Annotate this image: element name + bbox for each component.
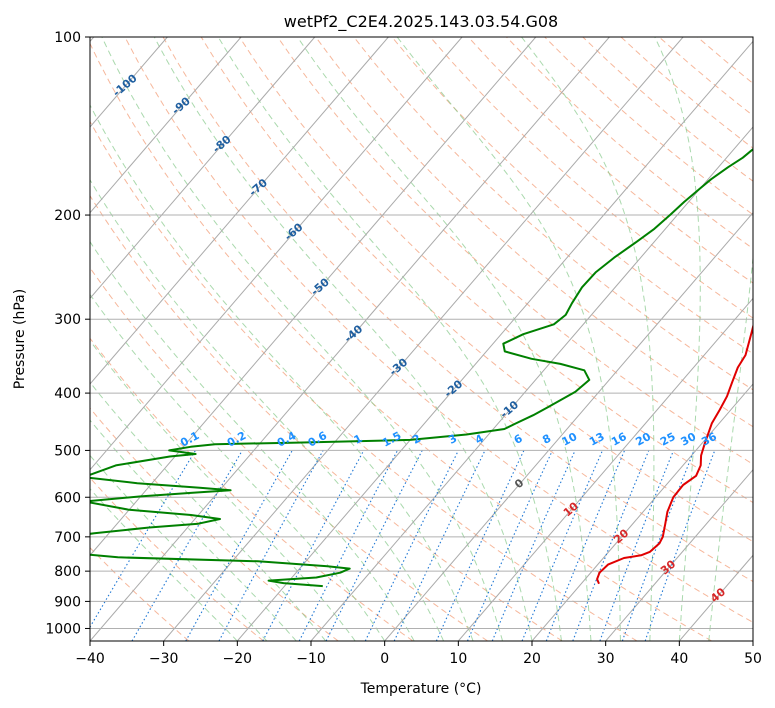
moist-adiabat — [90, 340, 356, 641]
y-tick-label: 200 — [54, 208, 81, 224]
mixing-ratio-label: 30 — [679, 430, 699, 449]
y-tick-label: 500 — [54, 443, 81, 459]
dry-adiabat — [315, 37, 753, 428]
moist-adiabat — [708, 253, 753, 641]
y-tick-label: 800 — [54, 564, 81, 580]
isotherm — [90, 37, 389, 385]
dry-adiabat — [90, 266, 488, 641]
x-tick-label: 50 — [744, 651, 762, 667]
dry-adiabat — [124, 37, 753, 623]
moist-adiabat — [296, 37, 592, 641]
moist-adiabat — [90, 454, 268, 641]
mixing-ratio-label: 25 — [658, 430, 678, 449]
moist-adiabat — [90, 178, 445, 641]
dry-adiabat — [391, 37, 753, 355]
isotherm — [457, 297, 753, 641]
y-tick-label: 600 — [54, 490, 81, 506]
isotherm — [384, 211, 753, 641]
isotherm — [90, 37, 463, 471]
moist-adiabat — [217, 37, 562, 641]
isotherm — [90, 37, 316, 300]
dry-adiabat — [200, 37, 753, 543]
mixing-ratio-line — [644, 450, 716, 641]
x-tick-label: −30 — [149, 651, 179, 667]
mixing-ratio-line — [599, 450, 675, 641]
isotherm — [90, 37, 610, 641]
dry-adiabat — [90, 477, 264, 641]
mixing-ratio-line — [185, 450, 293, 641]
mixing-ratio-line — [521, 450, 604, 641]
isotherm — [531, 383, 753, 641]
plot-frame — [89, 36, 754, 642]
mixing-ratio-line — [325, 450, 423, 641]
y-tick-label: 900 — [54, 594, 81, 610]
dry-adiabat — [353, 37, 753, 391]
y-tick-label: 700 — [54, 530, 81, 546]
isotherm — [163, 37, 684, 641]
isotherm — [90, 37, 242, 214]
mixing-ratio-line — [545, 450, 626, 641]
mixing-ratio-label: 16 — [609, 430, 629, 449]
dewpoint-profile — [90, 147, 753, 588]
moist-adiabat — [101, 37, 503, 641]
moist-adiabat — [90, 419, 297, 641]
y-tick-label: 400 — [54, 386, 81, 402]
dry-adiabat — [90, 194, 563, 641]
mixing-ratio-label: 36 — [699, 430, 719, 449]
mixing-ratio-label: 10 — [560, 430, 580, 449]
dry-adiabat — [238, 37, 753, 504]
y-tick-label: 300 — [54, 312, 81, 328]
chart-title: wetPf2_C2E4.2025.143.03.54.G08 — [284, 12, 558, 32]
dry-adiabat — [162, 37, 753, 583]
y-axis-label: Pressure (hPa) — [12, 289, 28, 389]
moist-adiabat — [396, 37, 621, 641]
x-tick-label: 0 — [380, 651, 389, 667]
mixing-ratio-line — [491, 450, 576, 641]
x-tick-label: 10 — [449, 651, 467, 667]
mixing-ratio-line — [218, 450, 324, 641]
x-tick-label: 30 — [597, 651, 615, 667]
moist-adiabat — [654, 37, 701, 641]
background-lines — [90, 37, 753, 641]
isotherm — [90, 37, 537, 557]
temperature-profile — [596, 322, 753, 585]
isotherm — [236, 40, 753, 641]
dry-adiabat — [90, 407, 339, 641]
x-tick-label: −10 — [296, 651, 326, 667]
x-tick-label: −20 — [223, 651, 253, 667]
dry-adiabat — [90, 546, 190, 641]
x-tick-label: −40 — [75, 651, 105, 667]
x-axis-label: Temperature (°C) — [360, 681, 482, 697]
x-tick-label: 40 — [670, 651, 688, 667]
moist-adiabat — [521, 37, 655, 641]
axis-ticks: −40 −30 −20 −10 0 10 20 30 40 50 100 200 300 400 500 60… — [45, 30, 762, 667]
dry-adiabat — [429, 37, 753, 319]
isotherm — [605, 468, 753, 641]
mixing-ratio-label: 20 — [633, 430, 653, 449]
y-tick-label: 1000 — [45, 621, 81, 637]
mixing-ratio-line — [466, 450, 553, 641]
mixing-ratio-label: 13 — [587, 430, 607, 449]
y-tick-label: 100 — [54, 30, 81, 46]
moist-adiabat — [90, 293, 386, 641]
mixing-ratio-line — [572, 450, 650, 641]
moist-adiabat — [153, 37, 533, 641]
moist-adiabat — [90, 104, 474, 641]
isotherm — [310, 126, 753, 641]
mixing-ratio-line — [262, 450, 365, 641]
profile-lines — [90, 147, 753, 588]
dry-adiabat — [90, 42, 712, 641]
dry-adiabat — [90, 120, 638, 641]
x-tick-label: 20 — [523, 651, 541, 667]
